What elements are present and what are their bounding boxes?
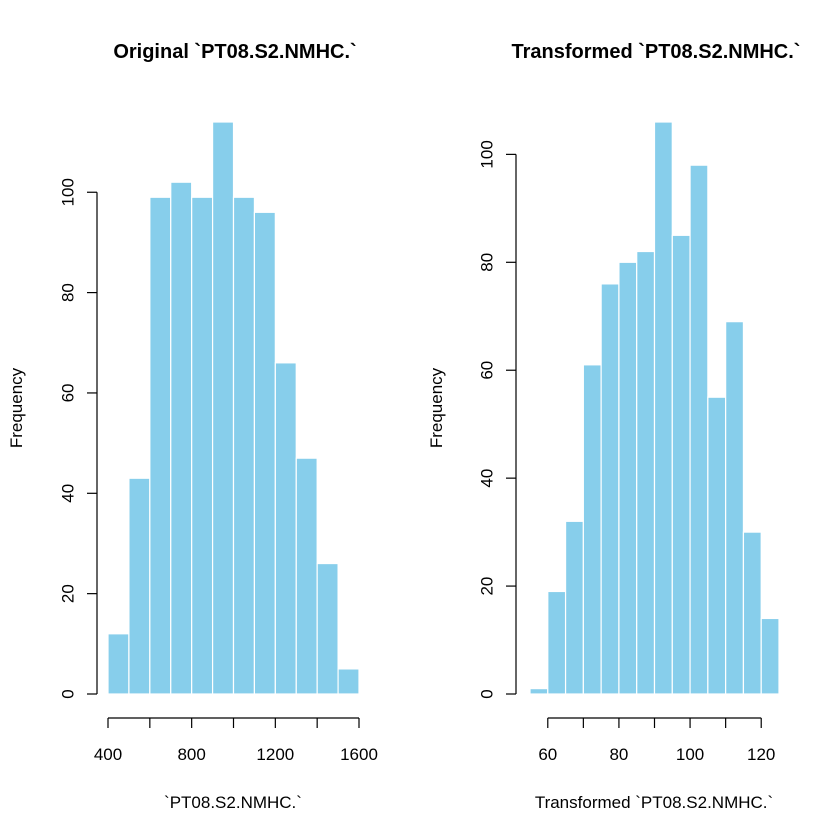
x-axis-transformed: 60 80 100 120 xyxy=(538,717,775,764)
y-tick-label: 100 xyxy=(477,140,496,168)
histogram-bar xyxy=(636,250,656,695)
histogram-bar xyxy=(582,364,602,695)
histogram-bar xyxy=(128,477,151,695)
histogram-bar xyxy=(232,196,256,695)
histogram-bar xyxy=(618,261,638,695)
histogram-bar xyxy=(653,121,673,695)
x-tick-label: 800 xyxy=(177,745,205,764)
x-tick-label: 1200 xyxy=(256,745,294,764)
y-tick-label: 20 xyxy=(477,577,496,596)
histogram-bar xyxy=(547,590,567,695)
x-axis-original: 400 800 1200 1600 xyxy=(94,717,378,764)
histogram-bar xyxy=(253,211,276,695)
y-tick-label: 20 xyxy=(58,584,77,603)
y-tick-label: 40 xyxy=(477,469,496,488)
chart-title-original: Original `PT08.S2.NMHC.` xyxy=(113,41,356,63)
y-tick-label: 60 xyxy=(477,361,496,380)
histogram-bar xyxy=(337,668,360,695)
histogram-bar xyxy=(149,196,172,695)
x-axis-label-transformed: Transformed `PT08.S2.NMHC.` xyxy=(535,793,773,812)
histogram-bar xyxy=(191,196,214,695)
transformed-histogram-panel: Transformed `PT08.S2.NMHC.` 0 20 40 60 80 100… xyxy=(427,41,800,812)
histogram-bar xyxy=(274,362,297,695)
y-tick-label: 60 xyxy=(58,383,77,402)
original-histogram-panel: Original `PT08.S2.NMHC.` 0 20 40 60 80 100 40… xyxy=(7,41,378,812)
histogram-bar xyxy=(211,121,235,695)
histogram-bar xyxy=(742,531,762,695)
bars-transformed xyxy=(529,121,780,695)
histogram-bar xyxy=(107,633,130,695)
y-tick-label: 0 xyxy=(477,689,496,698)
x-tick-label: 80 xyxy=(609,745,628,764)
y-tick-label: 0 xyxy=(58,689,77,698)
y-axis-original: 0 20 40 60 80 100 xyxy=(58,178,98,699)
y-tick-label: 80 xyxy=(58,283,77,302)
y-tick-label: 100 xyxy=(58,178,77,206)
bars-original xyxy=(107,121,360,695)
histogram-bar xyxy=(316,562,339,695)
x-axis-label-original: `PT08.S2.NMHC.` xyxy=(164,793,302,812)
y-axis-label-transformed: Frequency xyxy=(427,367,446,448)
histogram-bar xyxy=(671,234,691,695)
x-tick-label: 400 xyxy=(94,745,122,764)
histogram-bar xyxy=(725,321,745,695)
y-axis-label-original: Frequency xyxy=(7,367,26,448)
x-tick-label: 60 xyxy=(538,745,557,764)
y-tick-label: 80 xyxy=(477,253,496,272)
histogram-bar xyxy=(689,164,709,695)
y-tick-label: 40 xyxy=(58,484,77,503)
x-tick-label: 1600 xyxy=(340,745,378,764)
histogram-bar xyxy=(760,617,780,695)
histogram-bar xyxy=(564,520,584,695)
chart-title-transformed: Transformed `PT08.S2.NMHC.` xyxy=(512,41,801,63)
histogram-bar xyxy=(170,181,193,695)
x-tick-label: 100 xyxy=(676,745,704,764)
histogram-bar xyxy=(529,688,549,695)
histogram-bar xyxy=(707,396,727,695)
histogram-bar xyxy=(295,457,318,695)
x-tick-label: 120 xyxy=(747,745,775,764)
y-axis-transformed: 0 20 40 60 80 100 xyxy=(477,140,517,699)
histogram-bar xyxy=(600,283,620,695)
